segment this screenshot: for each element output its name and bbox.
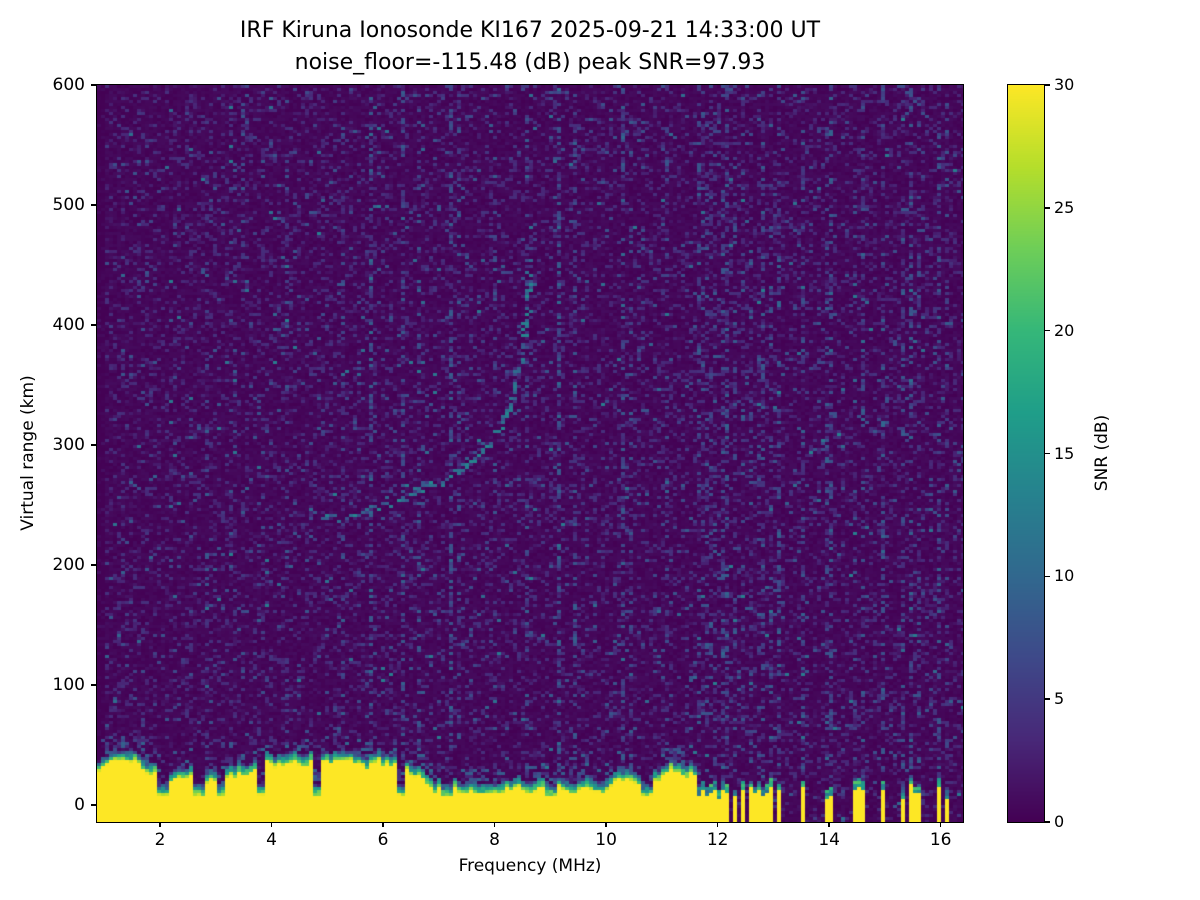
x-tick-label: 2 [154, 830, 166, 850]
x-tick-label: 12 [706, 830, 729, 850]
colorbar-tick-label: 15 [1054, 443, 1075, 463]
y-tick-label: 0 [74, 795, 85, 816]
x-tick-label: 10 [595, 830, 617, 850]
colorbar-tick-label: 25 [1054, 197, 1075, 217]
chart-title: IRF Kiruna Ionosonde KI167 2025-09-21 14… [239, 18, 821, 43]
y-tick-label: 400 [52, 315, 85, 336]
colorbar [1007, 84, 1045, 823]
colorbar-tick-label: 0 [1054, 812, 1065, 831]
x-tick-label: 6 [377, 830, 389, 850]
y-tick-mark [91, 84, 96, 86]
colorbar-tick-mark [1045, 575, 1050, 578]
colorbar-tick-label: 30 [1054, 75, 1075, 94]
y-tick-label: 600 [52, 75, 85, 95]
y-tick-mark [91, 804, 96, 806]
y-tick-mark [91, 324, 96, 326]
x-tick-label: 8 [489, 830, 500, 850]
y-tick-mark [91, 444, 96, 446]
x-tick-mark [270, 822, 273, 827]
x-tick-label: 4 [266, 830, 277, 850]
y-tick-label: 300 [52, 435, 85, 456]
x-tick-mark [382, 822, 384, 827]
x-tick-mark [716, 822, 719, 827]
colorbar-tick-mark [1045, 821, 1050, 823]
x-tick-label: 16 [929, 830, 952, 850]
colorbar-tick-mark [1045, 698, 1050, 700]
x-tick-mark [605, 822, 607, 827]
y-tick-mark [91, 564, 96, 566]
colorbar-tick-mark [1045, 329, 1050, 332]
colorbar-canvas [1008, 85, 1044, 822]
x-tick-mark [159, 822, 161, 827]
y-tick-label: 500 [52, 195, 85, 216]
y-tick-mark [91, 684, 96, 686]
chart-subtitle: noise_floor=-115.48 (dB) peak SNR=97.93 [294, 50, 766, 75]
heatmap-plot [96, 84, 964, 823]
y-axis-label: Virtual range (km) [18, 375, 38, 531]
y-tick-label: 100 [52, 675, 85, 696]
colorbar-label: SNR (dB) [1092, 414, 1112, 492]
x-tick-mark [939, 822, 942, 827]
x-tick-mark [828, 822, 830, 827]
ionogram-heatmap-canvas [97, 85, 963, 822]
x-axis-label: Frequency (MHz) [458, 856, 602, 876]
x-tick-mark [493, 822, 496, 827]
colorbar-tick-mark [1045, 207, 1050, 209]
colorbar-tick-label: 5 [1054, 689, 1065, 709]
colorbar-tick-label: 10 [1054, 566, 1075, 586]
y-tick-label: 200 [52, 555, 85, 576]
colorbar-tick-mark [1045, 452, 1050, 455]
colorbar-tick-label: 20 [1054, 320, 1075, 340]
y-tick-mark [91, 204, 96, 206]
colorbar-tick-mark [1045, 84, 1050, 86]
x-tick-label: 14 [818, 830, 840, 850]
